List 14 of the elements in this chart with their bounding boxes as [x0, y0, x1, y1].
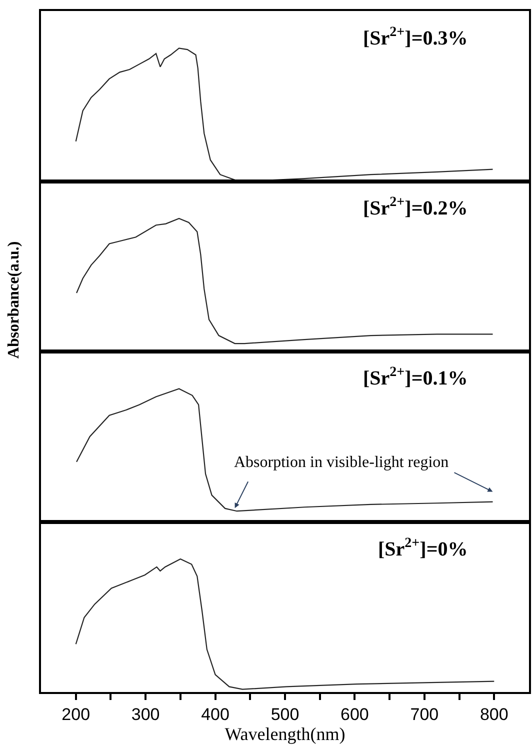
- x-axis-title: Wavelength(nm): [224, 724, 346, 744]
- x-tick-label: 500: [270, 705, 300, 724]
- y-axis-title: Absorbance(a.u.): [6, 241, 23, 359]
- x-tick-label: 700: [410, 705, 439, 724]
- x-tick-label: 800: [480, 705, 508, 724]
- x-tick-label: 200: [62, 705, 90, 724]
- annotation: Absorption in visible-light region: [234, 454, 449, 471]
- x-tick-label: 400: [201, 705, 230, 724]
- x-tick-label: 300: [131, 705, 160, 724]
- chart-title: [Sr$^{2+}$]=0%: [378, 536, 468, 560]
- chart-title: [Sr$^{2+}$]=0.3%: [363, 25, 468, 50]
- x-tick-label: 600: [340, 705, 369, 724]
- chart-title: [Sr$^{2+}$]=0.2%: [363, 195, 468, 220]
- chart-title: [Sr$^{2+}$]=0.1%: [363, 365, 468, 390]
